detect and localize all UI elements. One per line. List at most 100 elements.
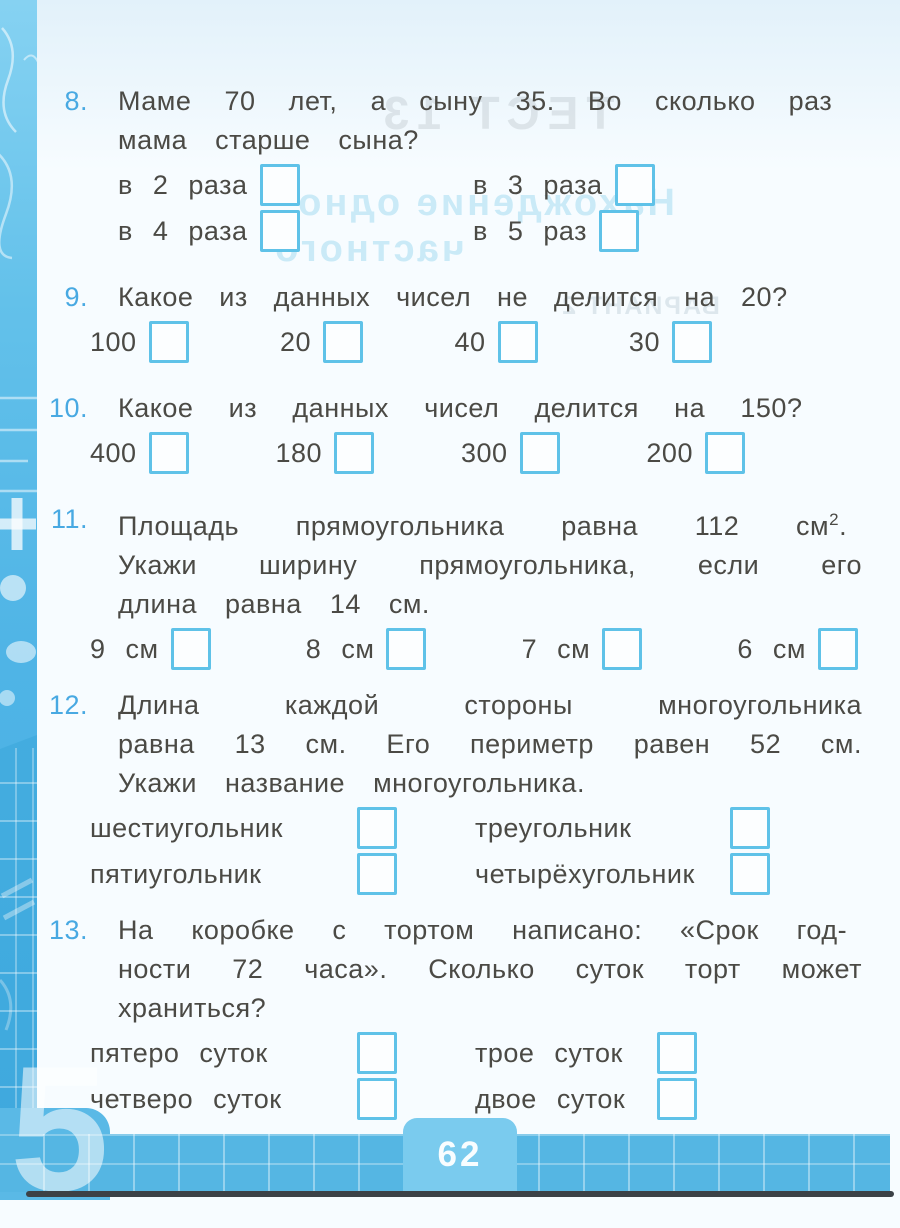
checkbox-q8-opt2[interactable] <box>614 164 655 206</box>
worksheet-content: 8. Маме 70 лет, а сыну 35. Во сколько ра… <box>37 0 900 1120</box>
option-label: 6 см <box>737 633 806 664</box>
checkbox-q8-opt3[interactable] <box>259 210 300 252</box>
question-number: 8. <box>64 86 88 116</box>
option-label: четверо суток <box>90 1083 282 1114</box>
option-label: пятеро суток <box>90 1037 268 1068</box>
answer-option: трое суток <box>475 1032 697 1074</box>
question-text-line: На коробке с тортом написано: «Срок год- <box>118 915 848 945</box>
question-text-line: Какое из данных чисел не делится на 20? <box>118 282 788 312</box>
checkbox-q13-opt1[interactable] <box>357 1032 397 1074</box>
checkbox-q9-opt2[interactable] <box>323 321 364 363</box>
checkbox-q10-opt1[interactable] <box>148 432 189 474</box>
question-text-line: равна 13 см. Его периметр равен 52 см. <box>118 729 862 759</box>
answer-option: 180 <box>275 432 375 474</box>
left-decorative-strip <box>0 0 39 1200</box>
checkbox-q10-opt3[interactable] <box>519 432 560 474</box>
answer-option: 6 см <box>737 628 858 670</box>
question-13: 13. На коробке с тортом написано: «Срок … <box>40 911 862 1120</box>
checkbox-q8-opt1[interactable] <box>259 164 300 206</box>
question-text-line: мама старше сына? <box>118 125 419 155</box>
question-12: 12. Длина каждой стороны многоугольника … <box>40 686 862 895</box>
answer-option: 100 <box>90 321 189 363</box>
answer-option: 300 <box>461 432 560 474</box>
checkbox-q9-opt4[interactable] <box>671 321 712 363</box>
option-label: пятиугольник <box>90 858 262 889</box>
answer-options: 400 180 300 200 <box>90 432 745 474</box>
option-label: 8 см <box>305 633 375 664</box>
answer-options: 9 см 8 см 7 см 6 см <box>90 628 858 670</box>
option-label: 180 <box>275 437 323 468</box>
checkbox-q11-opt3[interactable] <box>602 628 643 670</box>
option-label: 40 <box>454 326 486 357</box>
option-label: 9 см <box>90 633 159 664</box>
answer-option: 200 <box>646 432 745 474</box>
question-number: 10. <box>48 393 88 423</box>
answer-option: в 5 раз <box>473 210 862 252</box>
option-label: 30 <box>628 326 660 357</box>
option-label: 7 см <box>521 633 591 664</box>
question-8: 8. Маме 70 лет, а сыну 35. Во сколько ра… <box>40 82 862 252</box>
question-10: 10. Какое из данных чисел делится на 150… <box>40 389 862 474</box>
question-text-line: Укажи название многоугольника. <box>118 768 585 798</box>
answer-option: 9 см <box>90 628 211 670</box>
answer-options: в 2 раза в 3 раза в 4 раза в 5 раз <box>118 164 862 252</box>
answer-options: шестиугольник треугольник пятиугольник ч… <box>90 807 862 895</box>
checkbox-q11-opt1[interactable] <box>170 628 211 670</box>
answer-option: в 3 раза <box>473 164 862 206</box>
page-edge-shadow <box>26 1191 894 1197</box>
question-text-line: Площадь прямоугольника равна 112 см2. <box>118 500 847 546</box>
option-label: в 2 раза <box>118 169 248 200</box>
option-label: 300 <box>460 437 508 468</box>
answer-options: пятеро суток трое суток четверо суток дв… <box>90 1032 862 1120</box>
answer-option: 40 <box>454 321 538 363</box>
option-label: 400 <box>90 437 137 468</box>
checkbox-q9-opt1[interactable] <box>148 321 189 363</box>
answer-option: 8 см <box>306 628 427 670</box>
checkbox-q13-opt3[interactable] <box>357 1078 397 1120</box>
question-number: 9. <box>64 282 88 312</box>
answer-option: двое суток <box>475 1078 697 1120</box>
page-number: 62 <box>437 1135 483 1174</box>
answer-option: 7 см <box>522 628 643 670</box>
option-label: в 5 раз <box>473 215 587 246</box>
question-text-part: Площадь прямоугольника равна 112 см <box>118 511 830 541</box>
checkbox-q13-opt4[interactable] <box>657 1078 697 1120</box>
question-text-line: ности 72 часа». Сколько суток торт может <box>118 954 862 984</box>
option-label: двое суток <box>475 1083 626 1114</box>
question-text-line: Маме 70 лет, а сыну 35. Во сколько раз <box>118 86 833 116</box>
checkbox-q11-opt4[interactable] <box>817 628 858 670</box>
answer-options: 100 20 40 30 <box>90 321 712 363</box>
question-text-line: Длина каждой стороны многоугольника <box>118 690 862 720</box>
option-label: шестиугольник <box>90 812 283 843</box>
checkbox-q10-opt4[interactable] <box>704 432 745 474</box>
answer-option: в 2 раза <box>118 164 473 206</box>
option-label: четырёхугольник <box>475 858 695 889</box>
superscript: 2 <box>829 510 840 529</box>
question-number: 11. <box>50 504 88 534</box>
option-label: в 3 раза <box>473 169 603 200</box>
option-label: 20 <box>279 326 312 357</box>
checkbox-q9-opt3[interactable] <box>497 321 538 363</box>
checkbox-q10-opt2[interactable] <box>334 432 375 474</box>
question-number: 12. <box>48 690 88 720</box>
checkbox-q12-opt3[interactable] <box>357 853 397 895</box>
question-11: 11. Площадь прямоугольника равна 112 см2… <box>40 500 862 670</box>
answer-option: четверо суток <box>90 1078 397 1120</box>
answer-option: четырёхугольник <box>475 853 770 895</box>
checkbox-q8-opt4[interactable] <box>598 210 639 252</box>
question-text-line: Укажи ширину прямоугольника, если его <box>118 550 862 580</box>
answer-option: 20 <box>279 321 364 363</box>
checkbox-q11-opt2[interactable] <box>386 628 427 670</box>
question-text-line: храниться? <box>118 993 267 1023</box>
question-text-line: Какое из данных чисел делится на 150? <box>118 393 803 423</box>
checkbox-q12-opt4[interactable] <box>730 853 770 895</box>
answer-option: пятеро суток <box>90 1032 397 1074</box>
checkbox-q12-opt1[interactable] <box>357 807 397 849</box>
checkbox-q12-opt2[interactable] <box>730 807 770 849</box>
option-label: треугольник <box>475 812 632 843</box>
page-number-tab: 62 <box>403 1118 517 1192</box>
question-9: 9. Какое из данных чисел не делится на 2… <box>40 278 862 363</box>
checkbox-q13-opt2[interactable] <box>657 1032 697 1074</box>
option-label: 100 <box>90 326 137 357</box>
answer-option: 400 <box>90 432 189 474</box>
